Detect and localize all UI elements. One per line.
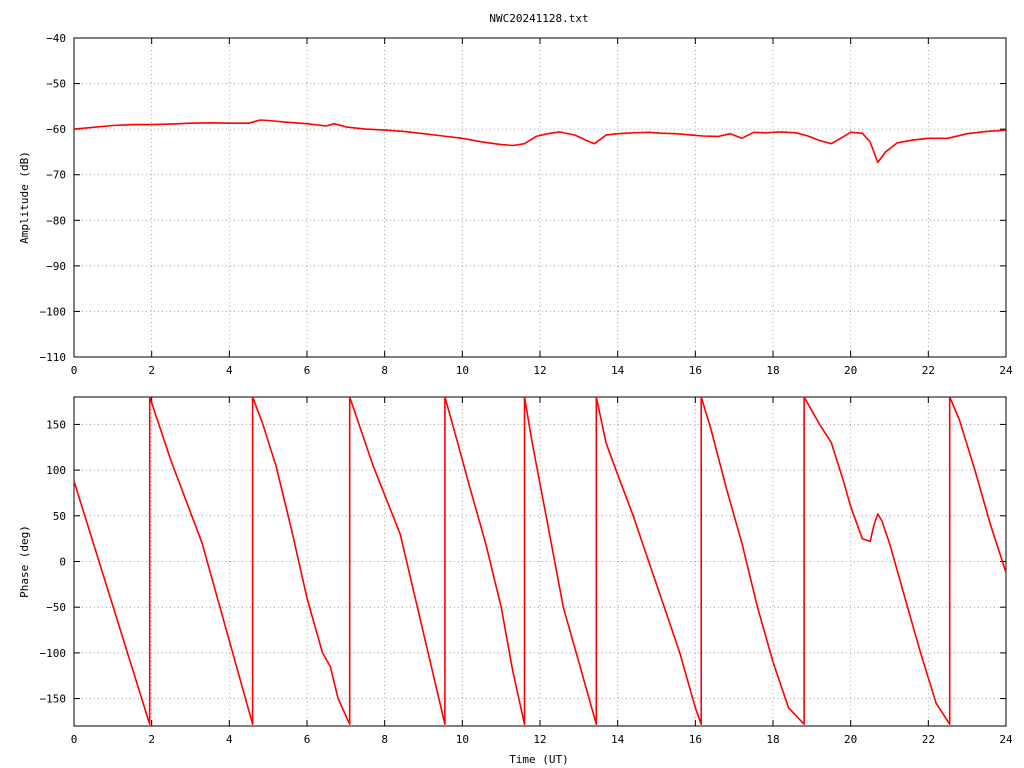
phase-xtick-label: 12 [533,733,546,746]
phase-xtick-label: 18 [766,733,779,746]
phase-xtick-label: 20 [844,733,857,746]
amplitude-xtick-label: 12 [533,364,546,377]
phase-ytick-label: 150 [46,418,66,431]
amplitude-xtick-label: 24 [999,364,1013,377]
phase-xtick-label: 22 [922,733,935,746]
phase-xtick-label: 4 [226,733,233,746]
phase-grid [74,397,1006,726]
amplitude-ytick-label: −80 [46,214,66,227]
amplitude-xtick-label: 10 [456,364,469,377]
amplitude-xtick-label: 8 [381,364,388,377]
amplitude-ytick-label: −60 [46,123,66,136]
phase-xtick-label: 24 [999,733,1013,746]
amplitude-xtick-label: 18 [766,364,779,377]
amplitude-xtick-label: 4 [226,364,233,377]
amplitude-xtick-label: 6 [304,364,311,377]
amplitude-y-axis-label: Amplitude (dB) [18,151,31,244]
amplitude-ytick-label: −90 [46,260,66,273]
amplitude-ytick-label: −100 [40,305,67,318]
phase-ytick-label: −100 [40,647,67,660]
amplitude-ytick-label: −50 [46,78,66,91]
amplitude-ytick-label: −110 [40,351,67,364]
phase-ytick-label: −50 [46,601,66,614]
amplitude-plot-frame [73,37,1007,358]
amplitude-ytick-label: −40 [46,32,66,45]
amplitude-grid [74,38,1006,357]
phase-ytick-label: 100 [46,464,66,477]
phase-y-axis-label: Phase (deg) [18,525,31,598]
phase-plot: 0 2 4 6 8 10 12 14 16 18 20 22 24−150−100−5005010015… [18,396,1013,746]
phase-xtick-label: 2 [148,733,155,746]
phase-ytick-label: 50 [53,510,66,523]
amplitude-xtick-label: 14 [611,364,625,377]
phase-ytick-label: 0 [59,556,66,569]
amplitude-ticks: 0 2 4 6 8 10 12 14 16 18 20 22 24−110−100−90−80−70−6… [40,32,1013,377]
phase-xtick-label: 10 [456,733,469,746]
phase-xtick-label: 8 [381,733,388,746]
phase-xtick-label: 14 [611,733,625,746]
amplitude-xtick-label: 22 [922,364,935,377]
phase-ytick-label: −150 [40,693,67,706]
phase-series-line [73,396,1007,725]
amplitude-xtick-label: 0 [71,364,78,377]
chart-title: NWC20241128.txt [489,12,588,25]
phase-ticks: 0 2 4 6 8 10 12 14 16 18 20 22 24−150−100−5005010015… [40,397,1013,746]
amplitude-xtick-label: 16 [689,364,702,377]
x-axis-label: Time (UT) [509,753,569,766]
phase-xtick-label: 0 [71,733,78,746]
amplitude-plot: 0 2 4 6 8 10 12 14 16 18 20 22 24−110−100−90−80−70−6… [18,32,1013,377]
phase-xtick-label: 16 [689,733,702,746]
phase-xtick-label: 6 [304,733,311,746]
amplitude-xtick-label: 20 [844,364,857,377]
amplitude-series-line [73,119,1007,164]
amplitude-ytick-label: −70 [46,169,66,182]
amplitude-xtick-label: 2 [148,364,155,377]
